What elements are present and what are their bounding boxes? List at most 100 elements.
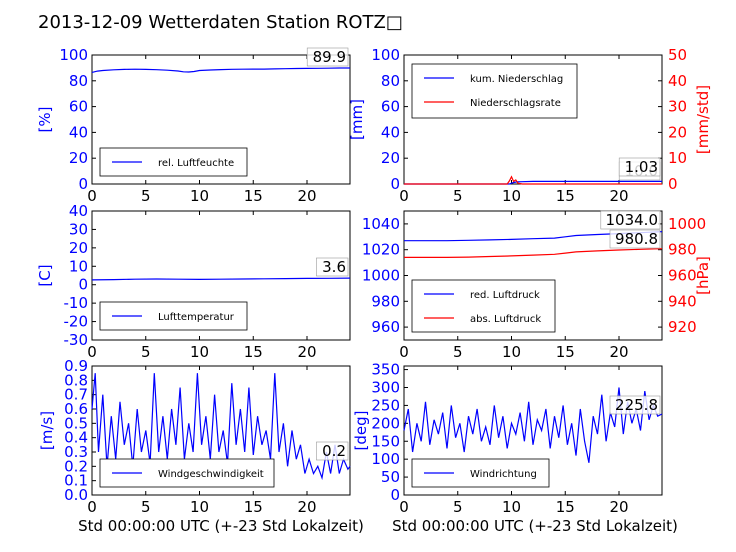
series-line-0 [91, 67, 350, 73]
y-tick-label-right: 960 [668, 267, 697, 285]
legend-box [411, 63, 578, 119]
y-tick-label-right: 20 [668, 123, 687, 141]
y-tick-label: 0 [390, 175, 400, 193]
y-tick-label-right: 0 [668, 175, 678, 193]
y-tick-label: 0.6 [64, 400, 88, 418]
y-tick-label: 0.7 [64, 386, 88, 404]
x-tick-label: 15 [244, 187, 263, 205]
last-value-box [316, 441, 349, 461]
y-axis-label: [mm] [348, 99, 366, 140]
legend: Windgeschwindigkeit [99, 458, 275, 488]
last-value-box [600, 210, 661, 230]
x-tick-label: 0 [399, 187, 409, 205]
last-value-label: 1034.0 [600, 210, 661, 230]
last-value-label: 1.03 [618, 157, 661, 177]
y-tick-label: 150 [371, 432, 400, 450]
panel-precipitation: 0 5 10 15 20 0 20 40 60 80 100 0 10 20 30 40 50 [mm] [mm/s… [348, 46, 712, 205]
x-tick-label: 10 [190, 498, 209, 516]
y-axis-label: [C] [36, 264, 54, 286]
y-tick-label: 350 [371, 361, 400, 379]
y-tick-label: 40 [381, 123, 400, 141]
y-tick-label-right: 10 [668, 149, 687, 167]
x-tick-label: 20 [297, 187, 316, 205]
plot-frame [91, 365, 351, 496]
y-tick-label: 0.4 [64, 429, 88, 447]
last-value-text: 89.9 [313, 48, 346, 66]
x-tick-label: 0 [399, 498, 409, 516]
last-value-text: 0.2 [322, 442, 346, 460]
y-tick-label-right: 30 [668, 98, 687, 116]
y-tick-label: 300 [371, 379, 400, 397]
y-tick-label: -10 [64, 294, 89, 312]
y-tick-label-right: 920 [668, 318, 697, 336]
y-tick-label: 80 [381, 72, 400, 90]
y-tick-label: 100 [371, 450, 400, 468]
x-tick-label: 5 [453, 343, 463, 361]
last-value-label: 0.2 [316, 441, 349, 461]
y-tick-label: 100 [59, 46, 88, 64]
y-tick-label: 0 [78, 276, 88, 294]
y-tick-label: 0.3 [64, 443, 88, 461]
x-tick-label: 0 [87, 187, 97, 205]
legend: Windrichtung [411, 458, 550, 488]
x-tick-label: 15 [556, 498, 575, 516]
y-axis-label: [m/s] [38, 411, 56, 450]
plot-frame [91, 54, 351, 185]
y-tick-label: 20 [69, 239, 88, 257]
x-tick-label: 15 [556, 187, 575, 205]
y-tick-label: 20 [381, 149, 400, 167]
last-value-label: 3.6 [316, 257, 349, 277]
x-tick-label: 20 [609, 343, 628, 361]
x-axis-label: Std 00:00:00 UTC (+-23 Std Lokalzeit) [78, 517, 364, 535]
x-tick-label: 0 [399, 343, 409, 361]
y-tick-label: 0.5 [64, 414, 88, 432]
y-tick-label: -30 [64, 331, 89, 349]
x-tick-label: 5 [141, 187, 151, 205]
x-tick-label: 10 [502, 343, 521, 361]
y-tick-label: 80 [69, 72, 88, 90]
panel-humidity: 0 5 10 15 20 0 20 40 60 80 100 [%] 89.9 rel. Luftfeuc… [36, 46, 351, 205]
x-tick-label: 15 [244, 498, 263, 516]
legend: rel. Luftfeuchte [99, 147, 248, 177]
x-tick-label: 5 [453, 187, 463, 205]
y-tick-label-right: 1000 [668, 215, 706, 233]
x-tick-label: 5 [141, 343, 151, 361]
y-tick-label: 100 [371, 46, 400, 64]
y-tick-label: 0.1 [64, 472, 88, 490]
y-tick-label-right: 980 [668, 241, 697, 259]
panel-pressure: 0 5 10 15 20 960 980 1000 1020 1040 920 940 960 980 10… [362, 210, 712, 361]
y-tick-label: 40 [69, 202, 88, 220]
y-axis-label-right: [hPa] [694, 256, 712, 295]
y-tick-label: 40 [69, 123, 88, 141]
y-tick-label: 0.0 [64, 486, 88, 504]
y-tick-label: 0.8 [64, 371, 88, 389]
last-value-box [618, 157, 661, 177]
x-tick-label: 15 [556, 343, 575, 361]
y-tick-label: 1000 [362, 267, 400, 285]
y-tick-label: 60 [69, 98, 88, 116]
last-value-text: 980.8 [615, 230, 658, 248]
last-value-box [306, 47, 349, 67]
y-tick-label: 960 [371, 318, 400, 336]
y-tick-label: 0 [390, 486, 400, 504]
x-axis-label: Std 00:00:00 UTC (+-23 Std Lokalzeit) [392, 517, 678, 535]
legend-label-0: Windgeschwindigkeit [158, 469, 264, 480]
last-value-text: 1.03 [625, 158, 658, 176]
y-tick-label: -20 [64, 313, 89, 331]
x-tick-label: 10 [502, 187, 521, 205]
x-tick-label: 10 [190, 343, 209, 361]
x-tick-label: 20 [609, 498, 628, 516]
y-tick-label: 50 [381, 468, 400, 486]
series-line-1 [404, 248, 663, 258]
series-line-0 [91, 277, 351, 281]
last-value-text: 3.6 [322, 258, 346, 276]
legend: kum. Niederschlag Niederschlagsrate [411, 63, 578, 119]
plot-frame [91, 210, 351, 341]
y-tick-label-right: 940 [668, 292, 697, 310]
series-line-0 [403, 387, 663, 463]
y-tick-label: 1020 [362, 241, 400, 259]
last-value-box [609, 395, 661, 415]
x-tick-label: 20 [297, 343, 316, 361]
